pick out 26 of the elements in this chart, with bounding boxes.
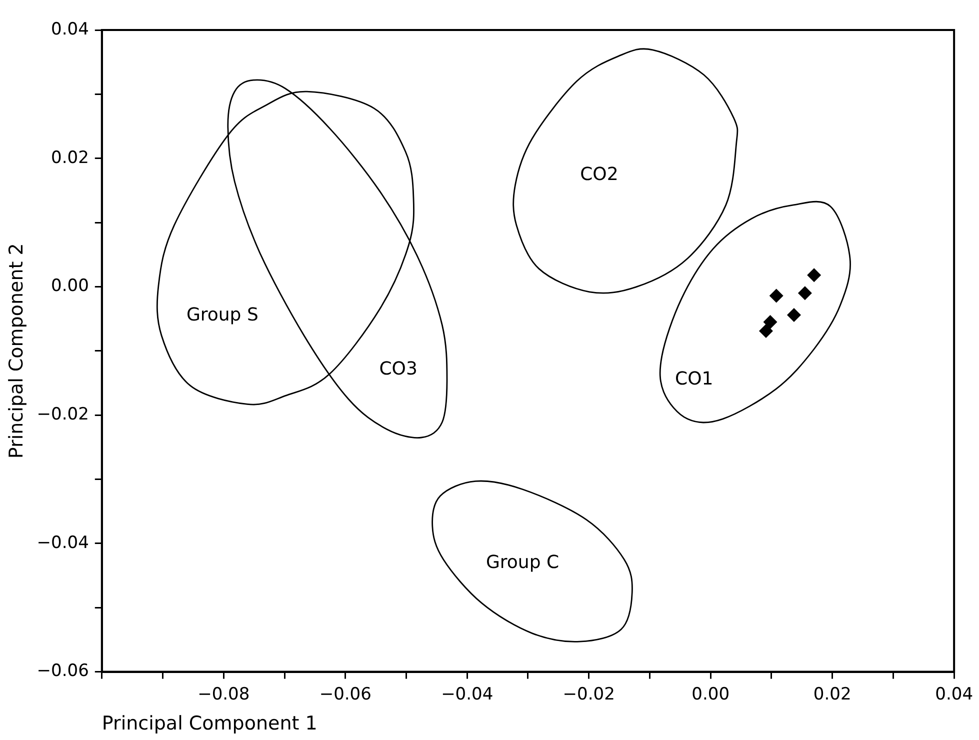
x-tick-label: −0.02	[562, 684, 615, 704]
annotation: CO3	[379, 358, 418, 380]
y-tick-label: −0.06	[36, 661, 89, 682]
y-tick-label: 0.00	[51, 276, 89, 296]
x-tick-label: −0.08	[198, 684, 250, 704]
y-tick-label: −0.04	[36, 532, 89, 553]
point	[798, 286, 812, 300]
point	[759, 324, 773, 338]
annotation: CO2	[580, 164, 618, 185]
y-tick-label: 0.02	[51, 148, 89, 168]
y-tick-label: 0.04	[51, 19, 89, 40]
annotation: Group S	[186, 304, 258, 326]
x-tick-label: 0.04	[935, 684, 974, 704]
y-axis-title: Principal Component 2	[5, 243, 28, 459]
point	[787, 308, 801, 322]
x-tick-label: 0.02	[813, 684, 852, 704]
annotation: CO1	[675, 368, 714, 390]
y-tick-label: −0.02	[36, 404, 89, 424]
x-tick-label: −0.06	[319, 684, 372, 704]
x-tick-label: 0.00	[692, 684, 730, 704]
point	[764, 315, 777, 329]
x-axis-title: Principal Component 1	[102, 712, 318, 735]
x-tick-label: −0.04	[441, 684, 494, 704]
point	[807, 268, 821, 282]
annotation: Group C	[486, 552, 560, 574]
point	[770, 289, 784, 302]
